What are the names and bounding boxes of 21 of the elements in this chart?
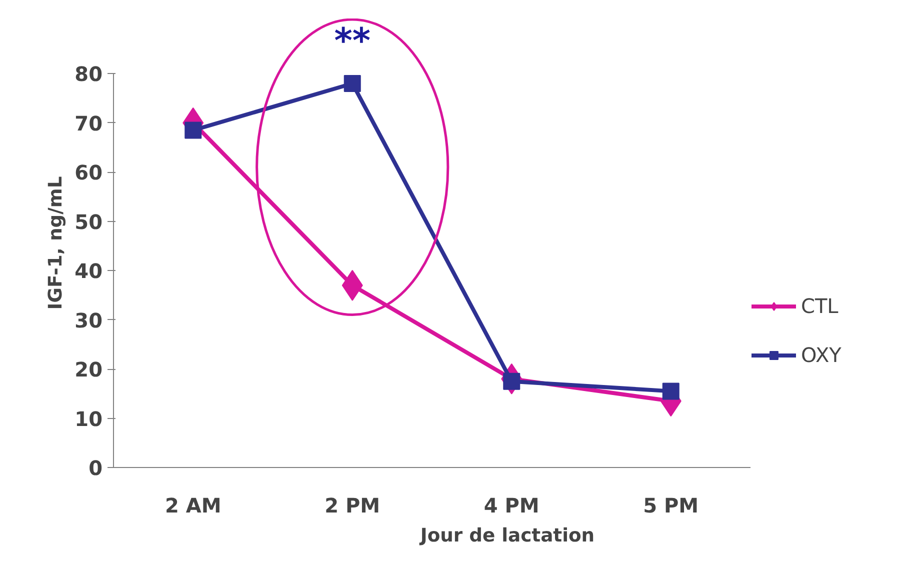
legend-label: OXY (801, 343, 842, 367)
y-tick-label: 50 (74, 210, 103, 234)
y-tick-label: 0 (88, 456, 103, 480)
x-axis-title: Jour de lactation (418, 526, 595, 546)
y-tick-label: 20 (74, 358, 103, 382)
x-tick-label: 5 PM (643, 494, 699, 518)
legend-label: CTL (801, 294, 838, 318)
x-tick-label: 2 AM (164, 494, 222, 518)
point (184, 122, 202, 139)
annotation: ** (334, 21, 370, 62)
y-tick-label: 60 (74, 160, 103, 185)
y-tick-label: 40 (74, 259, 103, 284)
y-tick-label: 10 (74, 406, 103, 431)
y-axis-title: IGF-1, ng/mL (46, 176, 67, 310)
x-tick-label: 2 PM (324, 494, 380, 518)
y-tick-label: 80 (74, 62, 103, 86)
point (662, 382, 680, 400)
y-tick-label: 30 (74, 308, 103, 332)
point (344, 74, 361, 92)
x-tick-label: 4 PM (484, 494, 540, 518)
y-tick-label: 70 (74, 111, 103, 136)
